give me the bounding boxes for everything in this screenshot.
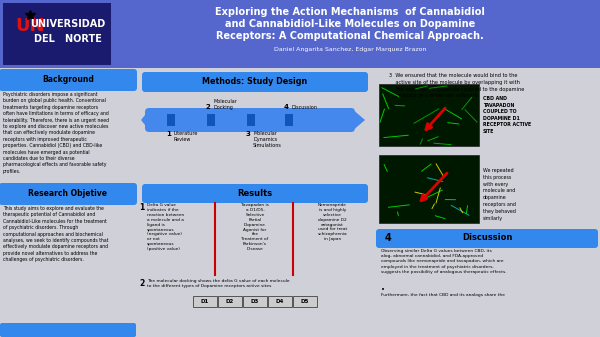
FancyBboxPatch shape <box>376 229 598 248</box>
FancyBboxPatch shape <box>379 155 479 223</box>
Text: Molecular
Docking: Molecular Docking <box>213 99 237 110</box>
FancyBboxPatch shape <box>379 84 479 146</box>
Text: UN: UN <box>15 17 45 35</box>
Text: Nemonapride
is and highly
selective
dopamine D2
antagonist
used for treat
schizo: Nemonapride is and highly selective dopa… <box>317 203 347 241</box>
Text: Receptors: A Computational Chemical Approach.: Receptors: A Computational Chemical Appr… <box>216 31 484 41</box>
FancyBboxPatch shape <box>142 72 368 92</box>
FancyBboxPatch shape <box>218 296 242 307</box>
Text: UN: UN <box>15 17 45 35</box>
FancyBboxPatch shape <box>207 114 215 126</box>
Polygon shape <box>351 108 365 132</box>
Text: Discussion: Discussion <box>291 105 317 110</box>
Text: •: • <box>381 287 385 293</box>
Text: Discussion: Discussion <box>463 234 512 243</box>
FancyBboxPatch shape <box>193 296 217 307</box>
FancyBboxPatch shape <box>0 323 136 337</box>
Text: Tavapadon is
a D1/D5-
Selective
Partial
Dopamine
Agonist for
the
Treatment of
Pa: Tavapadon is a D1/D5- Selective Partial … <box>241 203 269 251</box>
FancyBboxPatch shape <box>3 3 111 65</box>
FancyBboxPatch shape <box>285 114 293 126</box>
FancyBboxPatch shape <box>0 183 137 205</box>
Text: Background: Background <box>42 75 94 85</box>
Text: D2: D2 <box>226 299 234 304</box>
Polygon shape <box>141 110 157 130</box>
Text: Daniel Angarita Sanchez, Edgar Marquez Brazon: Daniel Angarita Sanchez, Edgar Marquez B… <box>274 48 426 53</box>
Text: UNIVERSIDAD: UNIVERSIDAD <box>31 19 106 29</box>
Text: Observing similar Delta G values between CBD, its
alog, abnormal cannabidiol, an: Observing similar Delta G values between… <box>381 249 506 274</box>
FancyBboxPatch shape <box>145 108 355 132</box>
FancyBboxPatch shape <box>142 184 368 203</box>
Text: Literature
Review: Literature Review <box>173 131 197 142</box>
FancyBboxPatch shape <box>0 69 137 91</box>
Text: Furthermore, the fact that CBD and its analogs share the: Furthermore, the fact that CBD and its a… <box>381 293 505 297</box>
Text: 2: 2 <box>139 279 144 288</box>
Text: 3  We ensured that the molecule would bind to the
    active site of the molecul: 3 We ensured that the molecule would bin… <box>389 73 524 98</box>
Text: Molecular
Dynamics
Simulations: Molecular Dynamics Simulations <box>253 131 282 148</box>
Text: DEL   NORTE: DEL NORTE <box>34 34 102 44</box>
Text: Methods: Study Design: Methods: Study Design <box>202 78 308 87</box>
FancyBboxPatch shape <box>247 114 255 126</box>
Text: 3: 3 <box>246 131 251 137</box>
FancyBboxPatch shape <box>268 296 292 307</box>
Text: Psychiatric disorders impose a significant
burden on global public health. Conve: Psychiatric disorders impose a significa… <box>3 92 109 174</box>
Text: The molecular docking shows the delta G value of each molecule
to the different : The molecular docking shows the delta G … <box>147 279 290 288</box>
FancyBboxPatch shape <box>0 0 600 68</box>
Text: D3: D3 <box>251 299 259 304</box>
Text: We repeated
this process
with every
molecule and
dopamine
receptors and
they beh: We repeated this process with every mole… <box>483 168 516 221</box>
Text: 1: 1 <box>139 203 144 212</box>
Text: Research Objetive: Research Objetive <box>29 189 107 198</box>
Text: 1: 1 <box>166 131 171 137</box>
Text: CBD AND
TAVAPADON
COUPLED TO
DOPAMINE D1
RECEPTOR ACTIVE
SITE: CBD AND TAVAPADON COUPLED TO DOPAMINE D1… <box>483 96 531 134</box>
Text: This study aims to explore and evaluate the
therapeutic potential of Cannabidiol: This study aims to explore and evaluate … <box>3 206 109 262</box>
Text: D1: D1 <box>201 299 209 304</box>
Text: Delta G value
indicates if the
reaction between
a molecule and a
ligand is
spont: Delta G value indicates if the reaction … <box>147 203 184 251</box>
FancyBboxPatch shape <box>243 296 267 307</box>
Text: Results: Results <box>238 188 272 197</box>
Text: D5: D5 <box>301 299 309 304</box>
FancyBboxPatch shape <box>167 114 175 126</box>
Text: and Cannabidiol-Like Molecules on Dopamine: and Cannabidiol-Like Molecules on Dopami… <box>225 19 475 29</box>
Text: 2: 2 <box>206 104 211 110</box>
Text: 4: 4 <box>284 104 289 110</box>
Text: Exploring the Action Mechanisms  of Cannabidiol: Exploring the Action Mechanisms of Canna… <box>215 7 485 17</box>
FancyBboxPatch shape <box>293 296 317 307</box>
Text: D4: D4 <box>276 299 284 304</box>
Text: 4: 4 <box>385 233 392 243</box>
